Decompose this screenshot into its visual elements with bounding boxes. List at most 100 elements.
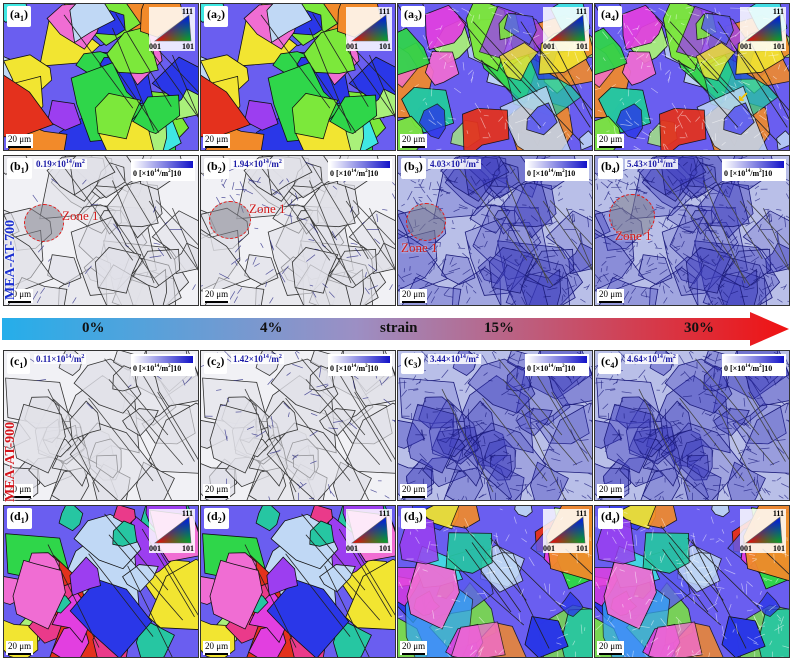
ipf-label-top: 111 (181, 509, 193, 518)
microstructure-image (398, 506, 592, 657)
scale-bar-label: 20 μm (8, 134, 32, 144)
panel-label: (a1) (7, 6, 31, 28)
scale-bar: 20 μm (400, 134, 428, 148)
panel-label: (a4) (598, 6, 622, 28)
color-bar-exponent: 14 (745, 364, 751, 370)
ipf-label-right: 101 (576, 544, 588, 553)
color-bar-multiplier: [×10 (336, 364, 352, 373)
ipf-label-right: 101 (379, 544, 391, 553)
ipf-triangle-icon (745, 516, 783, 544)
scale-bar-line (402, 496, 426, 498)
sample-label-mea-at-900: MEA-AT-900 (3, 421, 18, 502)
ipf-label-left: 001 (346, 544, 358, 553)
panel-subscript: 1 (20, 166, 25, 176)
panel-letter: b (211, 159, 218, 173)
color-bar-scale: 0 [×1014/m2]10 (724, 169, 784, 178)
density-unit-exponent: 2 (672, 159, 676, 165)
panel-label: (c3) (401, 353, 425, 375)
microstructure-image (201, 4, 395, 150)
density-unit-exponent: 2 (81, 159, 85, 165)
panel-label: (d3) (401, 508, 426, 530)
color-bar-unit: /m (356, 364, 366, 373)
scale-bar-label: 20 μm (402, 484, 426, 494)
ipf-map-a4: (a4) 20 μm 111 001 101 ↙ (594, 3, 790, 151)
density-unit-exponent: 2 (475, 354, 479, 360)
strain-arrow-graphic (2, 312, 789, 346)
ipf-triangle-icon (154, 14, 192, 42)
color-bar-gradient (527, 161, 587, 168)
panel-label: (a3) (401, 6, 425, 28)
ipf-triangle-icon (351, 516, 389, 544)
color-bar-scale: 0 [×1014/m2]10 (133, 169, 193, 178)
panel-letter: a (211, 7, 217, 21)
scale-bar-line (205, 146, 229, 148)
color-bar-exponent: 14 (351, 364, 357, 370)
panel-label: (d2) (204, 508, 229, 530)
dislocation-density-value: 0.11×1014/m2 (34, 354, 87, 364)
panel-letter: c (605, 354, 611, 368)
density-unit-exponent: 2 (278, 159, 282, 165)
ipf-triangle-icon (154, 516, 192, 544)
gnd-map-c1: (c1) 20 μm 0.11×1014/m2 0 [×1014/m2]10 (3, 350, 199, 501)
density-unit: /m (465, 354, 476, 364)
dislocation-density-value: 1.94×1014/m2 (231, 159, 284, 169)
density-exponent: 14 (459, 354, 466, 360)
scale-bar: 20 μm (400, 289, 428, 303)
color-bar-multiplier: [×10 (730, 364, 746, 373)
color-bar-min: 0 (724, 364, 728, 373)
density-color-bar: 0 [×1014/m2]10 (525, 354, 589, 376)
ipf-map-a2: (a2) 20 μm 111 001 101 (200, 3, 396, 151)
color-bar-gradient (133, 356, 193, 363)
panel-subscript: 1 (20, 516, 25, 526)
panel-label: (b3) (401, 158, 426, 180)
panel-letter: a (408, 7, 414, 21)
scale-bar-line (8, 146, 32, 148)
color-bar-min: 0 (330, 364, 334, 373)
panel-label: (d1) (7, 508, 32, 530)
scale-bar-line (402, 301, 426, 303)
scale-bar-line (205, 653, 229, 655)
ipf-label-top: 111 (772, 7, 784, 16)
color-bar-max: ]10 (761, 169, 773, 178)
color-bar-max: ]10 (564, 169, 576, 178)
density-unit-exponent: 2 (278, 354, 282, 360)
panel-label: (b1) (7, 158, 32, 180)
scale-bar-label: 20 μm (8, 484, 32, 494)
color-bar-unit: /m (750, 364, 760, 373)
color-bar-unit-exponent: 2 (168, 364, 171, 370)
ipf-triangle-legend: 111 001 101 (543, 7, 589, 51)
ipf-label-left: 001 (740, 544, 752, 553)
gnd-map-c3: (c3) 20 μm 3.44×1014/m2 0 [×1014/m2]10 (397, 350, 593, 501)
panel-subscript: 4 (611, 516, 616, 526)
density-base: 4.03×10 (430, 159, 460, 169)
zone-1-circle (406, 203, 446, 241)
panel-subscript: 4 (611, 166, 616, 176)
yellow-arrow-icon: ↙ (737, 90, 749, 105)
color-bar-max: ]10 (170, 169, 182, 178)
ipf-label-right: 101 (773, 544, 785, 553)
density-unit: /m (465, 159, 476, 169)
panel-subscript: 2 (217, 14, 221, 24)
scale-bar: 20 μm (400, 484, 428, 498)
color-bar-exponent: 14 (745, 169, 751, 175)
panel-label: (b2) (204, 158, 229, 180)
panel-subscript: 2 (217, 166, 222, 176)
panel-label: (b4) (598, 158, 623, 180)
color-bar-max: ]10 (170, 364, 182, 373)
color-bar-multiplier: [×10 (533, 364, 549, 373)
scale-bar: 20 μm (6, 289, 34, 303)
panel-letter: d (14, 509, 21, 523)
color-bar-gradient (330, 161, 390, 168)
panel-letter: d (408, 509, 415, 523)
panel-subscript: 3 (414, 166, 419, 176)
scale-bar-label: 20 μm (402, 289, 426, 299)
scale-bar-label: 20 μm (205, 289, 229, 299)
ipf-label-right: 101 (182, 42, 194, 51)
ipf-triangle-icon (745, 14, 783, 42)
scale-bar: 20 μm (203, 484, 231, 498)
dislocation-density-value: 1.42×1014/m2 (231, 354, 284, 364)
panel-letter: b (605, 159, 612, 173)
zone-1-label: Zone 1 (401, 240, 438, 255)
scale-bar: 20 μm (6, 641, 34, 655)
density-exponent: 14 (262, 159, 269, 165)
